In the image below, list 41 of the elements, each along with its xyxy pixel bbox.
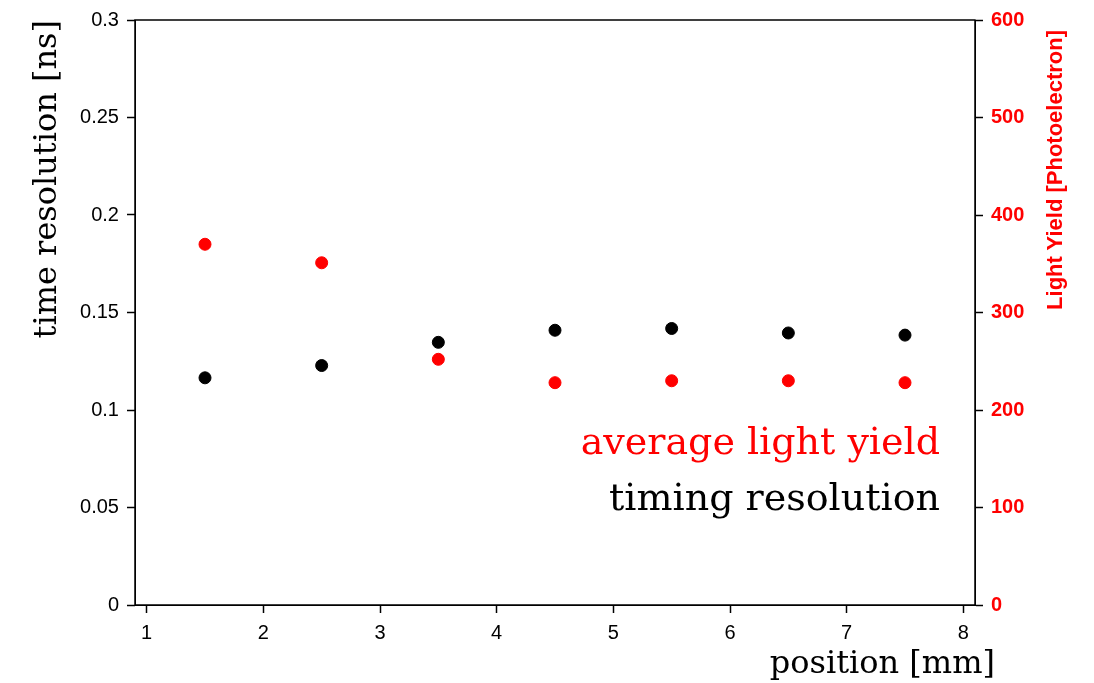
y2-tick-label: 100 [991,495,1025,518]
y-tick-label: 0.05 [80,495,119,518]
y2-tick-label: 400 [991,202,1025,225]
point [198,237,212,251]
point [898,376,912,390]
y2-tick-label: 500 [991,105,1025,128]
point [315,359,329,373]
x-tick-label: 3 [374,620,386,643]
y2-tick-label: 200 [991,397,1025,420]
y2-axis-title: Light Yield [Photoelectron] [1042,30,1067,310]
y2-tick-label: 600 [991,7,1025,30]
y-tick-label: 0.2 [91,202,119,225]
point [781,374,795,388]
point [548,323,562,337]
point [198,371,212,385]
y-tick-label: 0.3 [91,7,119,30]
point [431,352,445,366]
x-tick-label: 8 [957,620,969,643]
x-tick-label: 7 [841,620,853,643]
text: timing resolution [609,475,940,519]
x-tick-label: 1 [141,620,153,643]
y-tick-label: 0.25 [80,105,119,128]
y-tick-label: 0 [107,592,119,615]
y-tick-label: 0.15 [80,300,119,323]
series-label: average light yield [580,419,940,463]
x-tick-label: 4 [491,620,503,643]
point [548,376,562,390]
y-tick-label: 0.1 [91,397,119,420]
x-axis-title: position [mm] [769,643,995,681]
x-tick-label: 2 [257,620,269,643]
y2-tick-label: 0 [991,592,1003,615]
point [315,256,329,270]
point [665,321,679,335]
y2-tick-label: 300 [991,300,1025,323]
point [665,374,679,388]
x-tick-label: 6 [724,620,736,643]
point [898,328,912,342]
x-tick-label: 5 [607,620,619,643]
y-axis-title: time resolution [ns] [26,20,64,339]
point [781,326,795,340]
point [431,335,445,349]
